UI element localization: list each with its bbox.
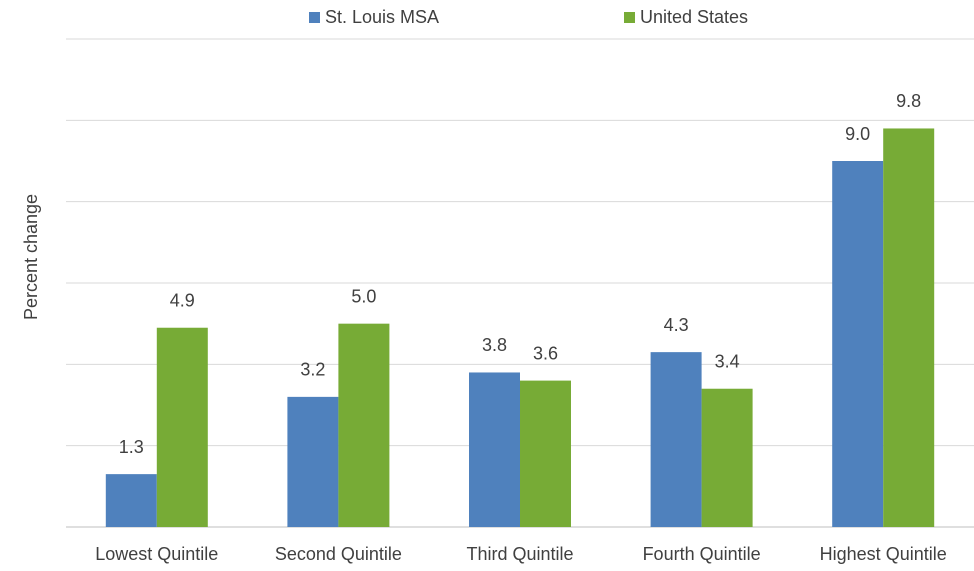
data-label: 3.2 [300, 360, 325, 380]
bar [156, 327, 208, 527]
legend-swatch [624, 12, 635, 23]
data-label: 9.8 [896, 91, 921, 111]
x-tick-label: Lowest Quintile [95, 544, 218, 564]
bar [520, 380, 571, 527]
data-label: 4.9 [170, 290, 195, 310]
data-label: 3.4 [715, 351, 740, 371]
x-tick-label: Fourth Quintile [643, 544, 761, 564]
bar [832, 161, 884, 527]
x-tick-label: Second Quintile [275, 544, 402, 564]
data-label: 9.0 [845, 124, 870, 144]
y-axis-label: Percent change [21, 194, 41, 320]
legend-label: United States [640, 7, 748, 27]
data-label: 4.3 [664, 315, 689, 335]
bar [338, 323, 390, 527]
bar [469, 372, 520, 527]
bar [287, 396, 339, 527]
data-label: 3.8 [482, 335, 507, 355]
legend-label: St. Louis MSA [325, 7, 439, 27]
x-tick-label: Third Quintile [466, 544, 573, 564]
x-tick-label: Highest Quintile [820, 544, 947, 564]
bar [883, 128, 935, 527]
data-label: 3.6 [533, 343, 558, 363]
legend-swatch [309, 12, 320, 23]
bar [105, 474, 157, 527]
bar [701, 388, 753, 527]
data-label: 5.0 [351, 286, 376, 306]
bar [650, 352, 702, 527]
data-label: 1.3 [119, 437, 144, 457]
